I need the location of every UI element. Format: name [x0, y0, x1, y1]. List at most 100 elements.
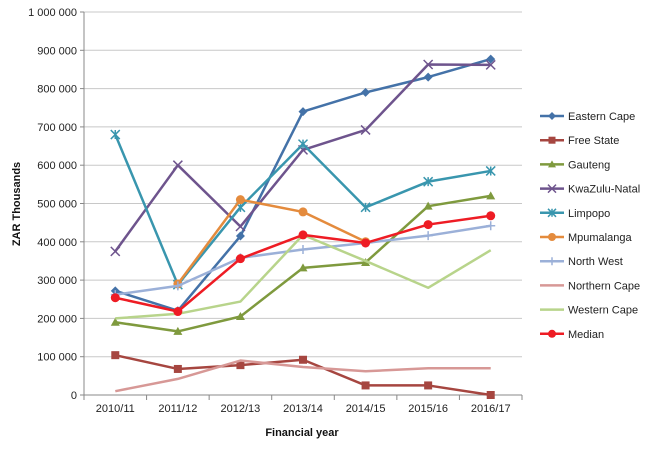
data-point: [235, 195, 245, 205]
legend-item-kwazulu-natal: KwaZulu-Natal: [540, 184, 640, 196]
data-point: [173, 281, 183, 291]
x-tick-label: 2012/13: [221, 403, 261, 415]
data-point: [423, 220, 433, 230]
y-tick-label: 300 000: [37, 275, 77, 287]
series-line-mpumalanga: [176, 198, 367, 285]
data-point: [236, 361, 245, 370]
data-point: [110, 246, 121, 257]
legend-label: Eastern Cape: [568, 111, 635, 123]
data-point: [485, 59, 496, 70]
legend-label: Median: [568, 329, 604, 341]
data-point: [423, 231, 433, 241]
legend-marker: [547, 208, 557, 218]
x-tick-label: 2010/11: [96, 403, 135, 415]
data-point: [110, 317, 120, 326]
series-lines: [110, 54, 496, 399]
y-tick-label: 0: [71, 390, 77, 402]
data-point: [235, 311, 245, 320]
legend-marker: [548, 136, 556, 144]
legend-item-median: Median: [540, 329, 604, 341]
data-point: [235, 231, 245, 241]
data-point: [423, 201, 433, 210]
data-point: [172, 160, 183, 171]
series-gauteng: [110, 191, 496, 335]
x-tick-label: 2015/16: [408, 403, 448, 415]
data-point: [111, 351, 120, 360]
y-tick-label: 800 000: [37, 84, 77, 96]
legend-item-western-cape: Western Cape: [540, 305, 638, 317]
legend-marker: [548, 160, 556, 168]
legend-label: North West: [568, 256, 623, 268]
legend-marker: [547, 184, 557, 194]
data-point: [361, 238, 371, 248]
data-point: [173, 364, 182, 373]
data-point: [485, 165, 496, 176]
legend-marker: [548, 329, 556, 338]
data-point: [298, 263, 308, 272]
legend-label: KwaZulu-Natal: [568, 184, 640, 196]
data-point: [298, 207, 308, 217]
legend-item-mpumalanga: Mpumalanga: [540, 232, 632, 244]
data-point: [361, 87, 371, 97]
data-point: [110, 129, 121, 140]
data-point: [361, 381, 370, 390]
data-point: [298, 244, 308, 254]
legend-label: Western Cape: [568, 305, 638, 317]
data-point: [298, 230, 308, 240]
x-tick-label: 2014/15: [346, 403, 386, 415]
legend-marker: [548, 257, 556, 266]
data-point: [423, 72, 433, 82]
data-point: [235, 254, 245, 264]
y-tick-label: 1 000 000: [28, 7, 77, 19]
legend-item-northern-cape: Northern Cape: [540, 280, 640, 292]
series-median: [110, 211, 496, 317]
legend-item-limpopo: Limpopo: [540, 208, 610, 220]
y-tick-label: 700 000: [37, 122, 77, 134]
legend-label: Free State: [568, 135, 619, 147]
y-tick-label: 200 000: [37, 313, 77, 325]
data-point: [173, 326, 183, 335]
x-tick-label: 2016/17: [471, 403, 511, 415]
x-tick-labels: 2010/11 2011/12 2012/13 2013/14 2014/15 2015/…: [96, 403, 511, 415]
gridlines: [84, 11, 522, 358]
series-kwazulu-natal: [110, 59, 496, 257]
data-point: [298, 107, 308, 117]
y-tick-labels: 0 100 000 200 000 300 000 400 000 500 000 600 …: [28, 7, 77, 402]
x-tick-label: 2011/12: [158, 403, 197, 415]
data-point: [173, 307, 183, 317]
series-northern-cape: [115, 359, 491, 393]
legend-item-eastern-cape: Eastern Cape: [540, 111, 635, 123]
legend-label: Mpumalanga: [568, 232, 632, 244]
y-tick-label: 100 000: [37, 352, 77, 364]
series-eastern-cape: [110, 54, 496, 316]
legend-label: Limpopo: [568, 208, 610, 220]
data-point: [424, 381, 433, 390]
legend: Eastern Cape Free State Gauteng KwaZulu-Nat…: [540, 111, 640, 341]
legend-marker: [548, 112, 556, 120]
y-tick-label: 600 000: [37, 160, 77, 172]
series-line-eastern-cape: [114, 57, 492, 312]
data-point: [486, 191, 496, 200]
y-axis-title: ZAR Thousands: [11, 162, 23, 246]
legend-item-north-west: North West: [540, 256, 623, 268]
data-point: [486, 54, 496, 64]
y-tick-label: 500 000: [37, 199, 77, 211]
y-tick-label: 900 000: [37, 45, 77, 57]
legend-item-free-state: Free State: [540, 135, 619, 147]
data-point: [486, 211, 496, 221]
data-point: [486, 391, 495, 399]
x-tick-label: 2013/14: [283, 403, 323, 415]
data-point: [423, 176, 434, 187]
data-point: [360, 202, 371, 213]
data-point: [360, 124, 371, 135]
series-free-state: [111, 351, 495, 399]
x-axis-title: Financial year: [265, 427, 339, 439]
data-point: [235, 221, 246, 232]
data-point: [297, 139, 309, 150]
data-point: [423, 59, 434, 70]
data-point: [486, 221, 496, 231]
series-line-northern-cape: [115, 359, 491, 393]
axes: [80, 11, 523, 400]
legend-item-gauteng: Gauteng: [540, 159, 610, 171]
